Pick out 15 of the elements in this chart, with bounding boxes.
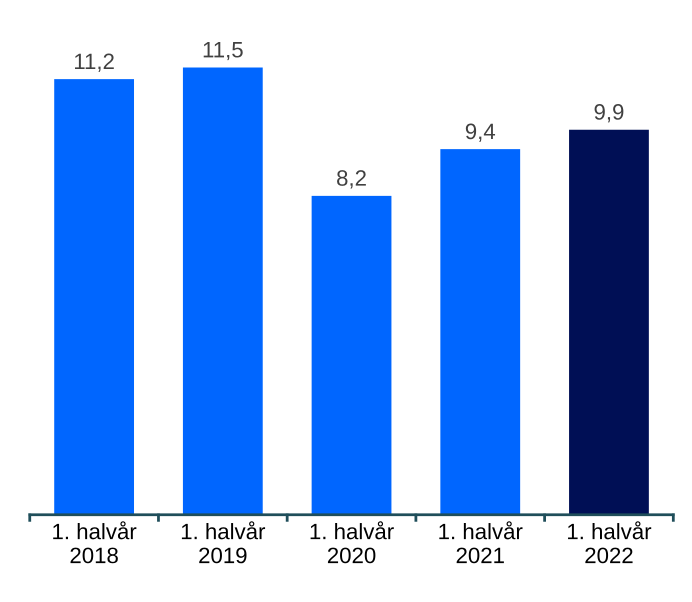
data-label: 11,2 — [75, 53, 114, 72]
x-tick-label: 1. halvår 2020 — [310, 521, 394, 564]
data-label: 9,9 — [594, 104, 624, 122]
x-tick-label: 1. halvår 2021 — [439, 521, 522, 564]
data-label: 9,4 — [466, 123, 496, 142]
bar — [569, 130, 649, 515]
bar — [54, 79, 134, 515]
bar — [440, 149, 520, 515]
x-tick-label: 1. halvår 2022 — [568, 521, 652, 564]
x-tick-label: 1. halvår 2018 — [53, 521, 136, 564]
bar — [312, 196, 392, 515]
data-label: 8,2 — [337, 170, 366, 189]
bar — [182, 68, 263, 515]
x-tick-label: 1. halvår 2019 — [182, 521, 266, 564]
data-label: 11,5 — [204, 42, 243, 60]
